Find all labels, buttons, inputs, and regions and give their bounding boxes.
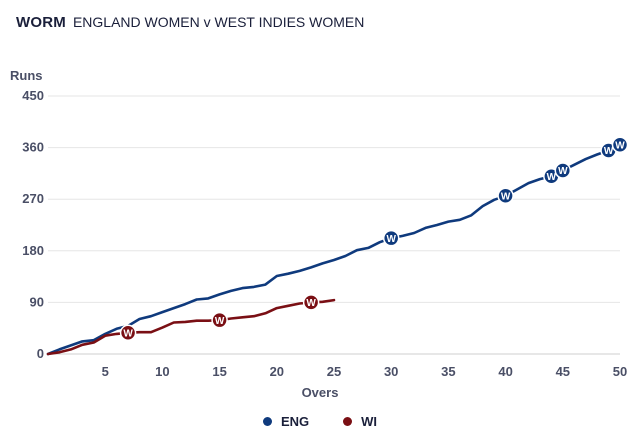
x-tick-label: 25 <box>327 364 341 379</box>
chart-title: WORM <box>16 14 66 31</box>
legend-label-eng: ENG <box>280 414 310 429</box>
x-tick-label: 45 <box>556 364 570 379</box>
wicket-label: W <box>306 298 316 309</box>
legend-label-wi: WI <box>361 414 378 429</box>
y-tick-label: 180 <box>22 243 44 258</box>
wicket-label: W <box>558 166 568 177</box>
series-line-eng <box>46 143 622 356</box>
y-tick-label: 90 <box>30 294 44 309</box>
worm-chart: 0 90 180 270 360 450 5 10 15 20 25 30 35 40 45 50 Runs Ov… <box>10 68 629 400</box>
chart-header: WORM ENGLAND WOMEN v WEST INDIES WOMEN <box>16 14 364 36</box>
legend-item-wi[interactable]: WI <box>343 414 377 429</box>
wicket-label: W <box>386 234 396 245</box>
y-tick-label: 0 <box>37 346 44 361</box>
series-line-wi <box>46 298 336 356</box>
wicket-marker-eng <box>497 187 514 205</box>
wicket-label: W <box>604 146 614 157</box>
x-tick-label: 20 <box>270 364 284 379</box>
x-tick-label: 30 <box>384 364 398 379</box>
chart-subtitle: ENGLAND WOMEN v WEST INDIES WOMEN <box>72 14 365 30</box>
wicket-marker-eng <box>554 162 572 179</box>
x-tick-label: 50 <box>613 364 627 379</box>
legend-marker-eng <box>262 417 272 426</box>
chart-legend: ENG WI <box>0 414 640 429</box>
y-tick-label: 450 <box>22 88 44 103</box>
wicket-marker-eng <box>382 229 400 247</box>
wicket-marker-wi <box>211 311 228 329</box>
x-tick-label: 5 <box>102 364 109 379</box>
x-tick-label: 10 <box>155 364 169 379</box>
wicket-label: W <box>547 172 557 183</box>
wicket-label: W <box>123 328 133 339</box>
x-tick-label: 35 <box>441 364 455 379</box>
wicket-marker-wi <box>302 294 320 311</box>
legend-item-eng[interactable]: ENG <box>262 414 310 429</box>
y-tick-label: 360 <box>22 140 44 155</box>
x-tick-label: 15 <box>212 364 226 379</box>
wicket-label: W <box>215 316 225 327</box>
legend-marker-wi <box>343 417 353 426</box>
x-axis-title: Overs <box>302 385 339 400</box>
x-tick-label: 40 <box>498 364 512 379</box>
wicket-label: W <box>501 191 511 202</box>
wicket-label: W <box>615 140 625 151</box>
wicket-marker-wi <box>119 324 137 342</box>
y-tick-label: 270 <box>22 191 44 206</box>
y-axis-title: Runs <box>10 68 43 83</box>
wicket-marker-eng <box>611 136 629 153</box>
